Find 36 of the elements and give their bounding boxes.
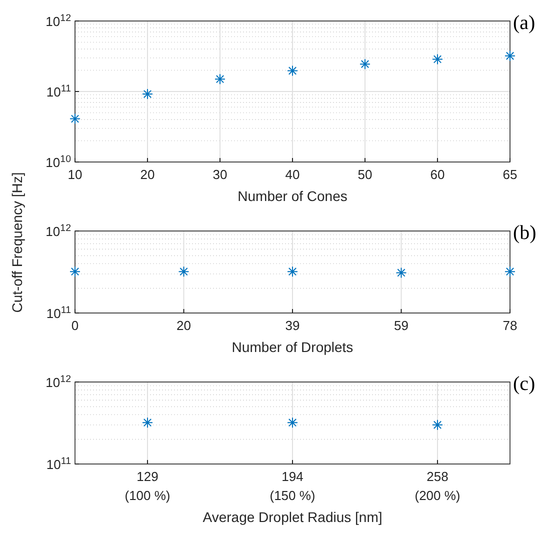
x-tick-label: 78 [502,318,518,333]
x-tick-label: 65 [502,167,518,182]
x-tick-label: 10 [68,167,82,182]
point [432,54,443,65]
x-tick-label: 129 (100 %) [124,469,170,503]
y-tick-label: 10$^{11}$ [46,83,71,100]
point [142,88,153,100]
point [70,113,80,124]
y-tick-label: 10$^{12}$ [46,374,71,390]
x-tick-label: 59 [394,318,408,333]
x-tick-label: 60 [430,167,445,182]
text: (a) [513,12,536,34]
x-tick-label: 194 (150 %) [270,469,316,503]
x-tick-label: 30 [212,167,228,182]
y-tick-label: 10$^{12}$ [46,222,71,239]
text: (c) [513,373,536,395]
point [504,50,516,62]
x-tick-label: 40 [285,167,300,182]
x-tick-label: 20 [176,318,191,333]
point [214,74,226,85]
y-axis-title: Cut-off Frequency [Hz] [9,172,25,313]
y-tick-label: 10$^{10}$ [46,154,72,170]
y-tick-label: 10$^{12}$ [46,12,71,29]
y-tick-label: 10$^{11}$ [46,304,71,321]
x-axis-title: Average Droplet Radius [nm] [202,509,382,525]
x-tick-label: 0 [71,318,79,333]
point [360,58,370,70]
x-tick-label: 258 (200 %) [414,469,460,503]
x-tick-label: 20 [140,167,155,182]
x-axis-title: Number of Droplets [232,339,354,355]
text: (b) [513,222,536,244]
x-tick-label: 50 [358,167,372,182]
x-tick-label: 39 [285,318,300,333]
y-tick-label: 10$^{11}$ [46,456,71,472]
x-axis-title: Number of Cones [238,188,348,204]
point [287,65,298,76]
